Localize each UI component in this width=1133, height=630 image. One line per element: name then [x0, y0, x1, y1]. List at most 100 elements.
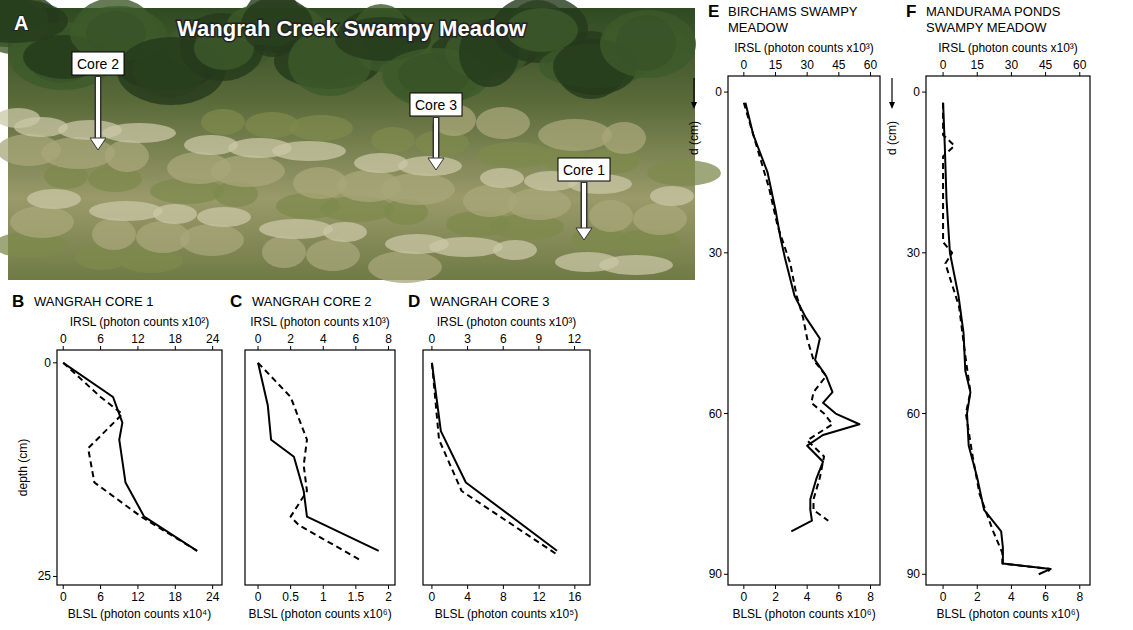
tick-mark — [943, 72, 944, 76]
tick-label: 15 — [769, 58, 783, 72]
axis-title: BLSL (photon counts x10⁴) — [68, 607, 211, 621]
series-group — [63, 363, 197, 551]
tick-label: 3 — [464, 332, 471, 346]
core-arrow — [434, 118, 438, 160]
grass-tuft — [14, 117, 68, 137]
grass-tuft — [167, 152, 231, 184]
photo — [0, 0, 721, 283]
title-line: MEADOW — [728, 20, 789, 35]
panel-letter: E — [708, 2, 719, 21]
photo-title: Wangrah Creek Swampy Meadow — [177, 16, 527, 41]
tick-label: 6 — [97, 590, 104, 604]
tick-mark — [724, 413, 728, 414]
tick-label: 0 — [60, 332, 67, 346]
core-arrow-head — [428, 158, 444, 170]
tick-mark — [175, 585, 176, 589]
tick-label: 30 — [800, 58, 814, 72]
grass-tuft — [201, 109, 245, 135]
tick-mark — [1079, 72, 1080, 76]
axis-title: IRSL (photon counts x10³) — [250, 315, 390, 329]
core-box — [558, 158, 610, 181]
plot-frame — [245, 350, 395, 585]
title-line: BIRCHAMS SWAMPY — [728, 4, 858, 19]
tick-mark — [539, 585, 540, 589]
axis-title: IRSL (photon counts x10³) — [938, 41, 1078, 55]
tick-mark — [467, 585, 468, 589]
tick-mark — [870, 72, 871, 76]
tick-mark — [258, 585, 259, 589]
tick-mark — [1045, 585, 1046, 589]
tick-mark — [724, 252, 728, 253]
core-label: Core 1 — [563, 162, 605, 178]
depth-arrow-head — [691, 102, 697, 109]
grass-tuft — [306, 239, 360, 271]
grass-tuft — [589, 200, 633, 232]
tick-label: 12 — [568, 332, 582, 346]
grass-tuft — [27, 189, 81, 209]
grass-tuft — [463, 185, 517, 217]
grass-tuft — [289, 115, 353, 141]
tick-mark — [743, 585, 744, 589]
panel-title: WANGRAH CORE 3 — [430, 294, 549, 309]
core-box — [72, 52, 124, 75]
tick-mark — [53, 362, 57, 363]
tick-label: 1 — [320, 590, 327, 604]
tick-label: 0 — [740, 58, 747, 72]
grass-tuft — [180, 224, 244, 256]
tick-mark — [1079, 585, 1080, 589]
profile-line — [258, 363, 359, 560]
depth-arrow — [693, 78, 694, 106]
series-group — [744, 103, 860, 532]
tick-label: 8 — [867, 590, 874, 604]
tick-label: 0 — [715, 85, 722, 99]
tick-label: 2 — [772, 590, 779, 604]
axis-title: BLSL (photon counts x10⁶) — [936, 607, 1079, 621]
tick-mark — [355, 346, 356, 350]
grass-tuft — [228, 138, 292, 158]
tick-label: 0 — [60, 590, 67, 604]
profile-line — [63, 363, 197, 551]
panel-title: MANDURAMA PONDSSWAMPY MEADOW — [926, 4, 1061, 35]
tick-label: 8 — [1076, 590, 1083, 604]
tick-mark — [838, 72, 839, 76]
tick-mark — [503, 585, 504, 589]
tick-label: 6 — [97, 332, 104, 346]
grass-tuft — [89, 201, 163, 221]
panel-letter: D — [408, 292, 420, 311]
grass-tuft — [650, 186, 694, 206]
core-marker: Core 3 — [410, 93, 462, 170]
tick-mark — [63, 346, 64, 350]
profile-line — [258, 363, 379, 551]
panel-letter: C — [230, 292, 242, 311]
tick-mark — [388, 346, 389, 350]
tree-foliage — [0, 0, 68, 43]
tick-label: 25 — [38, 569, 52, 583]
profile-line — [943, 103, 1051, 574]
tick-mark — [1011, 72, 1012, 76]
tick-mark — [290, 585, 291, 589]
grass-tuft — [538, 119, 612, 151]
tick-label: 0 — [255, 332, 262, 346]
tick-label: 30 — [907, 246, 921, 260]
tick-mark — [100, 585, 101, 589]
tick-label: 8 — [385, 332, 392, 346]
tick-mark — [290, 346, 291, 350]
series-group — [258, 363, 379, 560]
grass-tuft — [368, 251, 442, 283]
core-arrow-outline — [433, 117, 440, 160]
axis-title: BLSL (photon counts x10⁶) — [248, 607, 391, 621]
grass-tuft — [10, 206, 74, 238]
tick-label: 30 — [1005, 58, 1019, 72]
tick-label: 2 — [974, 590, 981, 604]
tick-label: 15 — [971, 58, 985, 72]
tick-mark — [258, 346, 259, 350]
plot-frame — [728, 76, 880, 585]
tick-label: 12 — [131, 590, 145, 604]
tick-label: 18 — [169, 332, 183, 346]
profile-line — [63, 363, 197, 551]
tick-mark — [724, 92, 728, 93]
tick-label: 16 — [568, 590, 582, 604]
tick-mark — [574, 585, 575, 589]
profile-panel: BIRCHAMS SWAMPYMEADOWE015304560IRSL (pho… — [687, 2, 880, 621]
plot-frame — [926, 76, 1090, 585]
